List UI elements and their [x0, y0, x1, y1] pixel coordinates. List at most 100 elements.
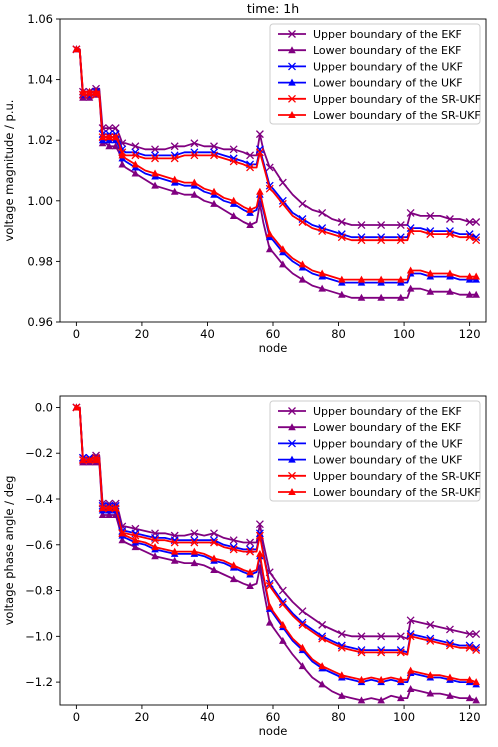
y-tick-label: −1.0: [25, 629, 53, 643]
data-point: [465, 218, 474, 226]
data-point: [229, 196, 238, 204]
data-point: [151, 154, 159, 163]
x-tick-label: 80: [331, 710, 346, 724]
data-point: [426, 287, 435, 295]
y-tick-label: −1.2: [25, 675, 53, 689]
data-point: [190, 529, 199, 538]
data-point: [105, 133, 113, 141]
data-point: [265, 618, 274, 626]
data-point: [318, 208, 327, 217]
data-point: [151, 169, 159, 177]
data-point: [406, 666, 415, 674]
data-point: [255, 145, 264, 154]
data-point: [426, 620, 435, 629]
legend-item: Upper boundary of the UKF: [278, 60, 463, 73]
data-point: [229, 211, 238, 219]
data-point: [465, 630, 474, 639]
y-axis-label: voltage phase angle / deg: [2, 476, 16, 626]
legend-marker: [288, 455, 296, 463]
data-point: [426, 269, 435, 277]
data-point: [265, 602, 274, 610]
data-point: [357, 293, 366, 301]
data-point: [98, 504, 107, 512]
data-point: [265, 184, 274, 193]
data-point: [210, 187, 218, 195]
y-axis-label: voltage magnitude / p.u.: [2, 100, 16, 242]
x-tick-label: 120: [459, 710, 481, 724]
data-point: [357, 675, 366, 683]
data-point: [338, 290, 346, 298]
x-tick-label: 20: [135, 710, 150, 724]
data-point: [118, 536, 127, 544]
data-point: [279, 260, 287, 268]
data-point: [298, 620, 307, 629]
legend-label: Upper boundary of the EKF: [313, 28, 462, 41]
data-point: [396, 236, 405, 245]
data-point: [298, 643, 307, 651]
legend-label: Upper boundary of the SR-UKF: [313, 470, 481, 483]
legend-label: Lower boundary of the SR-UKF: [313, 486, 481, 499]
data-point: [472, 218, 481, 226]
x-tick-label: 120: [459, 327, 481, 341]
data-point: [406, 208, 415, 217]
data-point: [278, 586, 287, 595]
data-point: [131, 536, 140, 544]
legend-item: Upper boundary of the SR-UKF: [278, 470, 481, 483]
data-point: [337, 630, 346, 639]
data-point: [318, 662, 326, 670]
chart-panel-2: 0 20 40 60 80 100 120 0.0 −0.2 −0.4 −0.6 −0.8 −1.0 −1…: [2, 395, 487, 738]
x-tick-label: 0: [73, 327, 80, 341]
data-point: [246, 221, 254, 229]
data-point: [445, 230, 454, 239]
data-point: [190, 190, 199, 198]
legend-label: Upper boundary of the EKF: [313, 405, 462, 418]
data-point: [337, 643, 346, 652]
data-point: [472, 290, 480, 298]
data-point: [111, 504, 120, 512]
legend-item: Lower boundary of the EKF: [278, 421, 462, 434]
legend-marker: [288, 111, 296, 118]
data-point: [255, 529, 264, 538]
data-point: [445, 625, 454, 634]
data-point: [278, 196, 287, 205]
data-point: [472, 272, 480, 280]
legend-marker: [288, 46, 296, 54]
data-point: [79, 456, 87, 464]
data-point: [170, 142, 179, 151]
data-point: [472, 646, 481, 655]
chart-title: time: 1h: [247, 1, 299, 16]
data-point: [406, 266, 415, 274]
data-point: [298, 199, 307, 208]
legend-box: [269, 23, 481, 125]
legend: Upper boundary of the EKF Lower boundary …: [269, 23, 481, 125]
data-point: [265, 582, 274, 590]
y-tick-label: 1.02: [27, 133, 53, 147]
data-point: [111, 124, 120, 133]
data-point: [298, 618, 307, 627]
data-point: [396, 648, 405, 657]
data-point: [246, 151, 255, 160]
data-point: [446, 673, 454, 681]
data-point: [170, 547, 179, 555]
data-point: [229, 157, 238, 166]
data-point: [246, 581, 254, 589]
data-point: [85, 87, 94, 95]
legend-item: Lower boundary of the SR-UKF: [278, 109, 481, 122]
data-point: [406, 632, 415, 641]
y-tick-label: −0.4: [25, 492, 53, 506]
x-tick-label: 40: [200, 710, 215, 724]
data-point: [118, 529, 127, 537]
data-point: [256, 549, 264, 557]
data-point: [190, 151, 199, 160]
data-point: [338, 275, 346, 283]
x-tick-label: 60: [266, 327, 281, 341]
data-point: [111, 133, 120, 141]
y-tick-label: 1.06: [27, 12, 53, 26]
series-1: [72, 45, 481, 229]
data-point: [255, 520, 264, 529]
data-point: [170, 175, 179, 183]
series-6: [72, 403, 480, 686]
data-point: [210, 142, 218, 151]
data-point: [338, 691, 346, 699]
y-tick-label: 1.00: [27, 194, 53, 208]
